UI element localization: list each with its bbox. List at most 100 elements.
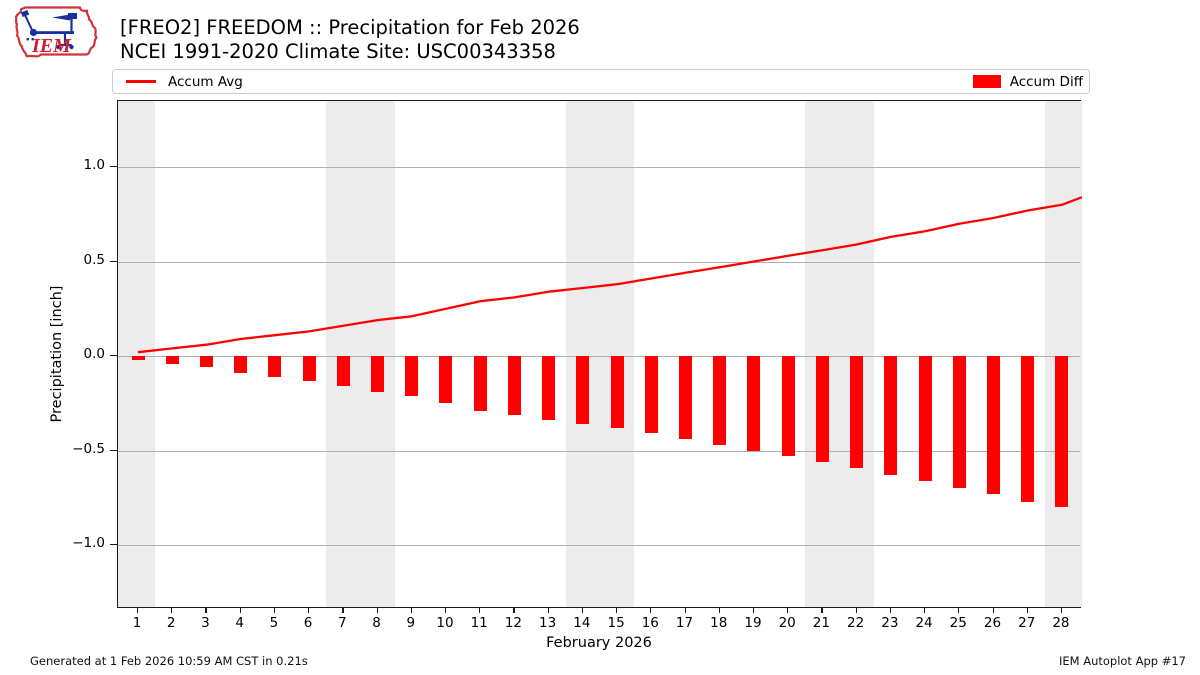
accum-diff-bar — [576, 356, 590, 425]
accum-avg-line-swatch — [126, 80, 156, 83]
x-tick-label: 23 — [881, 615, 899, 631]
accum-diff-bar — [131, 356, 145, 360]
accum-avg-line — [137, 196, 1082, 354]
x-tick-mark — [684, 608, 686, 613]
y-tick-label: −1.0 — [72, 535, 105, 551]
y-tick-mark — [110, 260, 117, 262]
x-tick-label: 21 — [812, 615, 830, 631]
x-tick-label: 20 — [778, 615, 796, 631]
y-tick-mark — [110, 449, 117, 451]
accum-diff-bar — [884, 356, 898, 476]
accum-diff-bar — [507, 356, 521, 415]
x-tick-label: 25 — [949, 615, 967, 631]
x-tick-mark — [137, 608, 139, 613]
gridline — [118, 261, 1080, 263]
accum-diff-bar — [473, 356, 487, 411]
autoplot-app-credit: IEM Autoplot App #17 — [1058, 654, 1186, 668]
accum-diff-bar — [371, 356, 385, 392]
accum-diff-bar — [336, 356, 350, 387]
y-tick-mark — [110, 355, 117, 357]
legend: Accum Avg Accum Diff — [112, 69, 1090, 94]
legend-entry-accum-avg: Accum Avg — [126, 74, 243, 90]
x-tick-mark — [958, 608, 960, 613]
x-tick-mark — [308, 608, 310, 613]
x-tick-mark — [855, 608, 857, 613]
x-tick-mark — [718, 608, 720, 613]
chart-subtitle: NCEI 1991-2020 Climate Site: USC00343358 — [120, 39, 556, 63]
x-tick-mark — [376, 608, 378, 613]
accum-diff-bar — [1055, 356, 1069, 508]
x-tick-mark — [616, 608, 618, 613]
accum-diff-bar — [987, 356, 1000, 494]
generated-timestamp: Generated at 1 Feb 2026 10:59 AM CST in … — [30, 654, 308, 668]
chart-title: [FREO2] FREEDOM :: Precipitation for Feb… — [120, 16, 580, 39]
gridline — [118, 545, 1080, 546]
x-tick-label: 12 — [504, 615, 522, 631]
y-tick-label: 0.5 — [83, 251, 105, 268]
x-tick-label: 18 — [710, 615, 728, 631]
x-tick-label: 26 — [983, 615, 1002, 631]
accum-diff-bar — [952, 356, 966, 489]
accum-diff-bar — [234, 356, 248, 373]
gridline — [118, 356, 1080, 357]
x-tick-mark — [239, 608, 241, 613]
y-tick-label: 0.0 — [83, 346, 105, 362]
y-axis-label: Precipitation [inch] — [49, 285, 65, 423]
x-tick-mark — [787, 608, 789, 613]
x-tick-label: 7 — [338, 615, 347, 631]
x-tick-mark — [547, 608, 549, 613]
x-tick-label: 15 — [607, 615, 625, 631]
x-tick-label: 1 — [132, 615, 142, 631]
weekend-band — [565, 101, 635, 607]
x-axis-label: February 2026 — [546, 635, 652, 651]
x-tick-label: 27 — [1018, 615, 1036, 631]
x-tick-mark — [924, 608, 926, 613]
x-tick-label: 5 — [269, 615, 279, 631]
x-tick-mark — [1060, 608, 1063, 613]
x-tick-label: 6 — [303, 615, 313, 631]
plot-area — [117, 100, 1082, 608]
x-tick-label: 24 — [915, 615, 933, 631]
accum-diff-bar — [302, 356, 316, 381]
x-tick-mark — [650, 608, 652, 613]
x-tick-mark — [513, 608, 515, 613]
x-tick-mark — [273, 608, 276, 613]
x-tick-label: 28 — [1052, 615, 1070, 631]
accum-diff-bar — [747, 356, 761, 451]
x-tick-mark — [1026, 608, 1028, 613]
x-tick-mark — [889, 608, 892, 613]
x-tick-label: 16 — [641, 615, 659, 631]
x-tick-mark — [821, 608, 823, 613]
x-tick-mark — [205, 608, 207, 613]
accum-diff-bar — [268, 356, 282, 377]
iem-logo: IEM — [14, 6, 98, 58]
weekend-band — [805, 101, 874, 607]
y-tick-mark — [110, 166, 117, 168]
x-tick-label: 2 — [166, 615, 176, 631]
gridline — [118, 167, 1080, 168]
gridline — [118, 450, 1080, 452]
x-tick-label: 4 — [235, 615, 244, 631]
accum-diff-bar — [850, 356, 864, 468]
accum-diff-bar — [405, 356, 419, 396]
weekend-band — [1044, 101, 1082, 607]
accum-diff-bar — [713, 356, 727, 445]
x-tick-mark — [171, 608, 173, 613]
weather-vane-icon — [20, 9, 77, 50]
x-tick-label: 13 — [539, 615, 557, 631]
accum-diff-bar — [199, 356, 213, 368]
x-tick-label: 3 — [201, 615, 210, 631]
x-tick-label: 9 — [406, 615, 416, 631]
x-tick-mark — [752, 608, 755, 613]
y-tick-label: 1.0 — [83, 157, 105, 173]
accum-avg-polyline — [137, 196, 1082, 354]
x-tick-mark — [342, 608, 344, 613]
x-tick-label: 14 — [573, 615, 591, 631]
accum-diff-bar — [815, 356, 829, 462]
x-tick-label: 10 — [436, 615, 454, 631]
x-tick-label: 22 — [847, 615, 865, 631]
accum-diff-bar — [542, 356, 556, 421]
accum-diff-bar — [165, 356, 179, 364]
y-tick-label: −0.5 — [72, 440, 105, 457]
